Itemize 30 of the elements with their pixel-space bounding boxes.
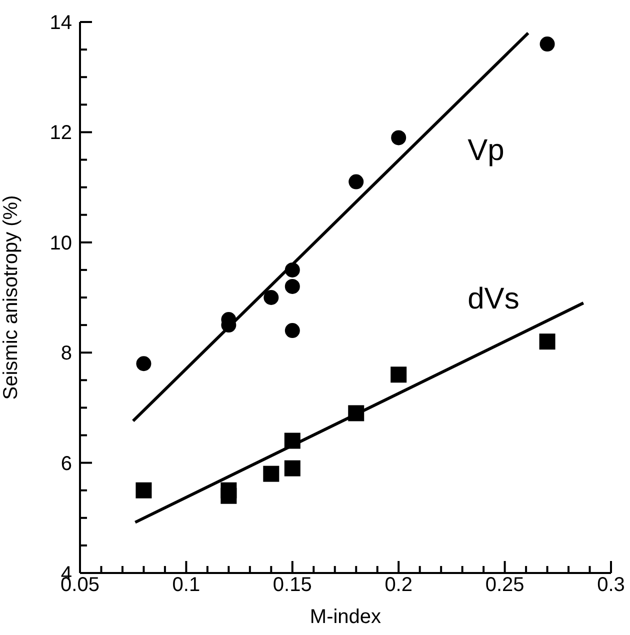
point	[284, 432, 300, 449]
x-axis-title: M-index	[310, 606, 382, 628]
y-axis-title: Seismic anisotropy (%)	[0, 195, 22, 400]
point	[284, 460, 300, 476]
point	[390, 366, 407, 383]
point	[284, 278, 300, 294]
point	[540, 36, 555, 52]
point	[264, 290, 279, 305]
series-label: dVs	[468, 282, 520, 316]
point	[136, 356, 152, 372]
point	[539, 334, 556, 350]
x-tick-label: 0.15	[272, 574, 312, 596]
y-tick-label: 6	[60, 452, 72, 475]
x-tick-label: 0.2	[384, 574, 413, 596]
text: Vp	[468, 134, 504, 167]
y-tick-label: 8	[60, 342, 72, 365]
x-tick-label: 0.25	[485, 574, 524, 596]
point	[284, 323, 300, 338]
point	[136, 482, 152, 498]
point	[263, 466, 280, 482]
point	[348, 405, 364, 422]
y-tick-label: 12	[50, 122, 72, 144]
x-tick-label: 0.3	[597, 574, 625, 596]
y-tick-label: 10	[50, 232, 72, 254]
point	[391, 130, 406, 146]
x-tick-label: 0.1	[172, 574, 200, 596]
point	[220, 488, 237, 504]
point	[284, 262, 300, 278]
point	[348, 174, 364, 190]
y-tick-label: 14	[50, 12, 72, 34]
